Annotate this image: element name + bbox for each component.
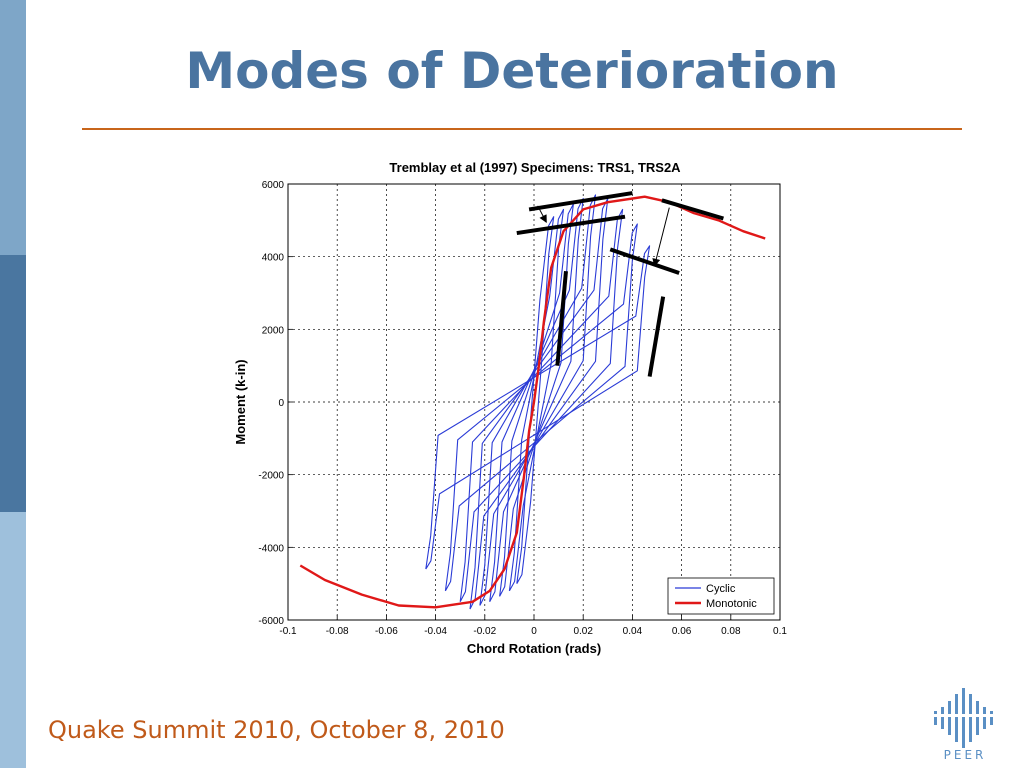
- y-tick-label: -2000: [258, 471, 284, 482]
- plot-frame: [287, 183, 781, 621]
- annotation-line: [516, 214, 626, 236]
- annotation-line: [661, 198, 724, 221]
- x-tick-label: -0.02: [473, 626, 496, 637]
- annotation-line: [555, 271, 568, 366]
- annotation-arrow: [537, 205, 547, 224]
- x-tick-label: 0.02: [573, 626, 593, 637]
- y-tick-label: -4000: [258, 543, 284, 554]
- logo-bar: [983, 707, 986, 729]
- logo-bar: [934, 711, 937, 725]
- x-tick-label: 0.04: [623, 626, 643, 637]
- footer-text: Quake Summit 2010, October 8, 2010: [48, 716, 505, 744]
- x-tick-label: 0.1: [773, 626, 787, 637]
- x-tick-label: -0.08: [326, 626, 349, 637]
- chart-ticks: -0.1 -0.08 -0.06 -0.04 -0.02 0 0.02 0.04 0.06 0.0…: [258, 180, 787, 637]
- annotation-line: [528, 191, 633, 212]
- y-tick-label: 6000: [262, 180, 285, 191]
- logo-bar: [969, 694, 972, 742]
- logo-bar: [990, 711, 993, 725]
- cyclic-loop: [444, 223, 638, 592]
- side-bar-bottom: [0, 512, 26, 768]
- legend-label-cyclic: Cyclic: [706, 583, 736, 595]
- peer-logo-icon: [932, 688, 998, 748]
- annotation-arrow: [652, 207, 670, 267]
- chart-annotations: [516, 191, 724, 377]
- chart-title: Tremblay et al (1997) Specimens: TRS1, T…: [389, 160, 681, 175]
- side-bar-top: [0, 0, 26, 255]
- series-cyclic: [425, 194, 651, 610]
- logo-bar: [962, 688, 965, 748]
- series-monotonic: [299, 195, 766, 609]
- cyclic-loop: [516, 216, 555, 584]
- x-tick-label: -0.06: [375, 626, 398, 637]
- y-tick-label: 0: [278, 398, 284, 409]
- x-tick-label: 0.06: [672, 626, 692, 637]
- legend-box: [667, 577, 775, 615]
- cyclic-loop: [479, 194, 597, 606]
- logo-band: [932, 714, 998, 717]
- legend-label-monotonic: Monotonic: [706, 598, 757, 610]
- slide-title: Modes of Deterioration: [185, 42, 839, 100]
- logo-bar: [976, 701, 979, 735]
- x-axis-label: Chord Rotation (rads): [467, 641, 601, 656]
- y-tick-label: 2000: [262, 325, 285, 336]
- peer-logo-text: PEER: [943, 748, 987, 762]
- monotonic-curve: [299, 195, 766, 609]
- x-tick-label: 0: [531, 626, 537, 637]
- title-divider: [82, 128, 962, 130]
- y-tick-label: 4000: [262, 253, 285, 264]
- logo-bar: [948, 701, 951, 735]
- logo-bar: [941, 707, 944, 729]
- side-bar-middle: [0, 255, 26, 512]
- cyclic-loop: [489, 197, 584, 603]
- x-tick-label: -0.04: [424, 626, 447, 637]
- cyclic-loop: [499, 203, 574, 597]
- x-tick-label: -0.1: [279, 626, 297, 637]
- x-tick-label: 0.08: [721, 626, 741, 637]
- y-axis-label: Moment (k-in): [233, 359, 248, 444]
- cyclic-loop: [459, 208, 624, 603]
- y-tick-label: -6000: [258, 616, 284, 627]
- annotation-line: [609, 247, 680, 275]
- cyclic-loop: [425, 245, 651, 570]
- annotation-line: [647, 296, 666, 377]
- logo-bar: [955, 694, 958, 742]
- hysteresis-chart: Tremblay et al (1997) Specimens: TRS1, T…: [233, 160, 787, 656]
- chart-legend: Cyclic Monotonic: [667, 577, 775, 615]
